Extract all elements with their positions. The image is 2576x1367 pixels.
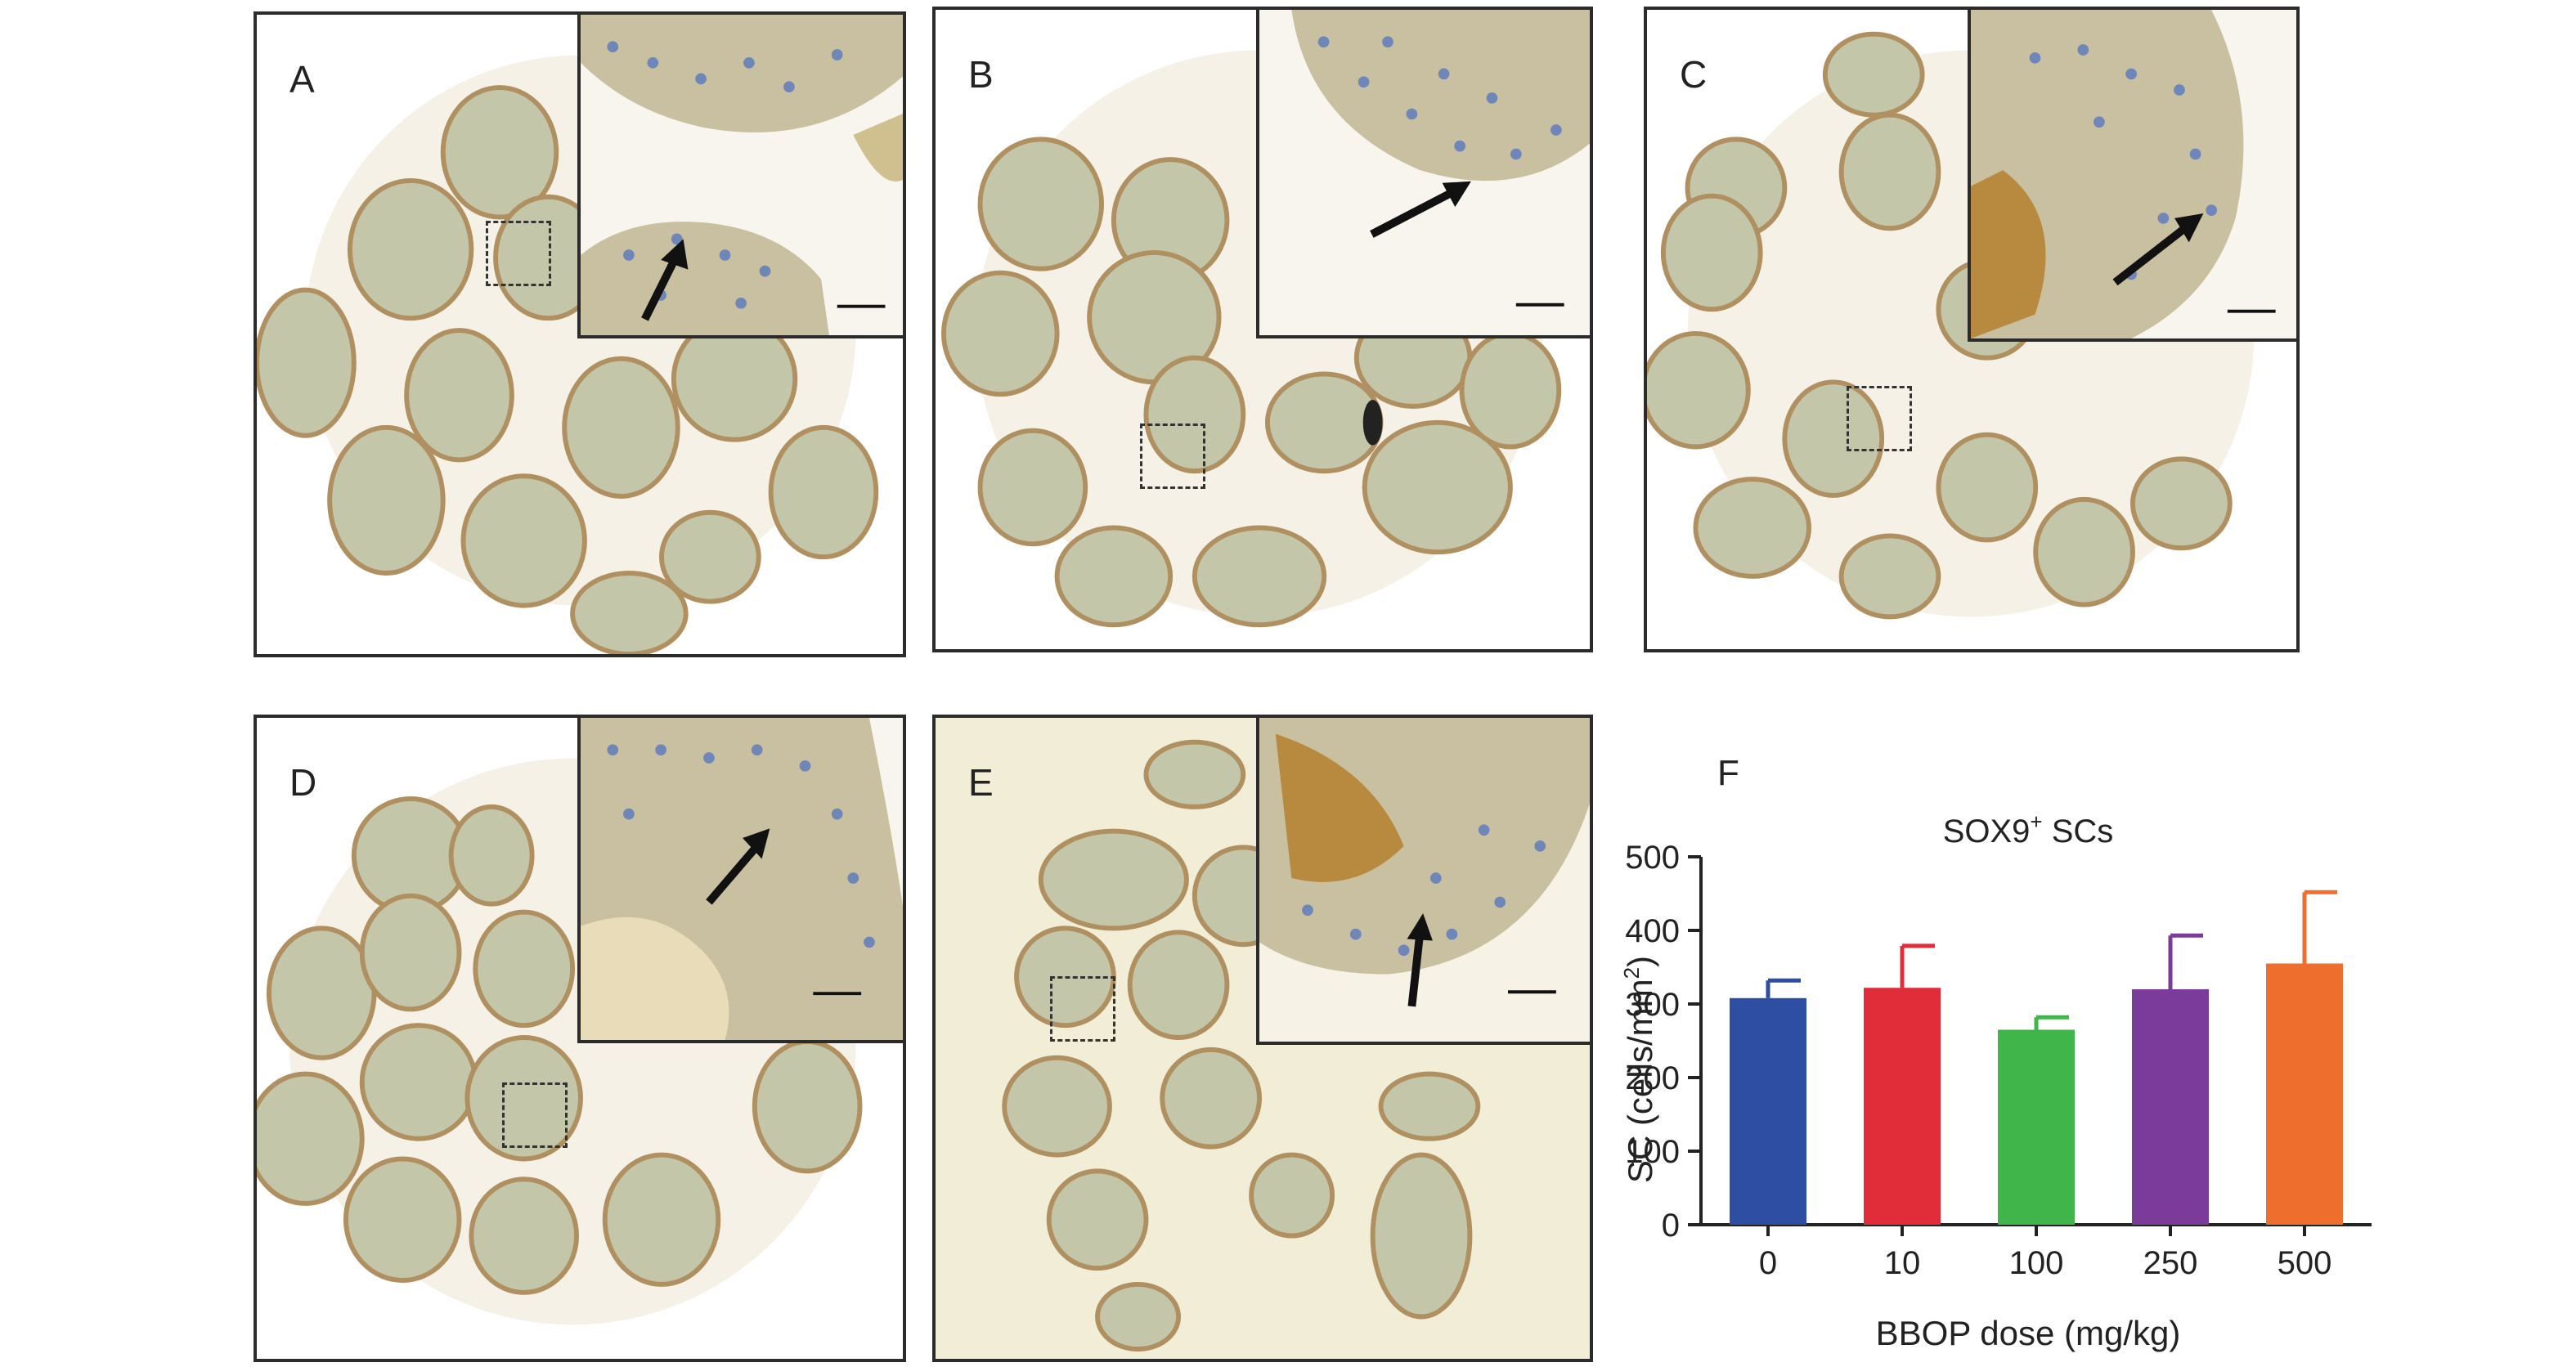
- panel-label-b: B: [968, 53, 994, 96]
- x-ticks: 0 10 100 250 500: [1759, 1225, 2332, 1281]
- panel-d: D: [254, 715, 906, 1362]
- arrow-icon: [641, 239, 689, 321]
- x-axis-label: BBOP dose (mg/kg): [1876, 1314, 2181, 1352]
- x-tick-label: 0: [1759, 1245, 1777, 1281]
- inset-b: [1256, 10, 1590, 338]
- inset-c: [1968, 10, 2296, 342]
- panel-b: B: [932, 7, 1593, 652]
- roi-box-e: [1050, 976, 1115, 1042]
- y-ticks: 0 100 200 300 400 500: [1625, 840, 1701, 1244]
- panel-label-d: D: [289, 761, 317, 804]
- x-tick-label: 10: [1884, 1245, 1921, 1281]
- arrow-icon: [1407, 913, 1433, 1007]
- arrow-icon: [2112, 213, 2204, 286]
- bar: [1864, 988, 1941, 1225]
- tissue-section-d: [257, 758, 863, 1325]
- bar: [1998, 1029, 2075, 1225]
- panel-c: C: [1644, 7, 2300, 652]
- roi-box-c: [1847, 386, 1912, 451]
- arrow-icon: [706, 828, 770, 905]
- x-tick-label: 500: [2278, 1245, 2332, 1281]
- inset-e: [1256, 718, 1590, 1045]
- panel-e: E: [932, 715, 1593, 1362]
- y-tick-label: 400: [1625, 913, 1680, 949]
- y-tick-label: 300: [1625, 987, 1680, 1023]
- x-tick-label: 250: [2143, 1245, 2198, 1281]
- chart-title: SOX9+ SCs: [1943, 809, 2114, 849]
- roi-box-d: [502, 1082, 568, 1148]
- y-tick-label: 200: [1625, 1060, 1680, 1096]
- bar: [1730, 997, 1806, 1225]
- y-tick-label: 0: [1662, 1208, 1680, 1244]
- bars: [1730, 890, 2343, 1225]
- bar-chart-f: F SOX9+ SCs SC (cells/mm2) BBOP dose (mg…: [1619, 753, 2372, 1352]
- panel-a: A: [254, 11, 906, 657]
- y-tick-label: 100: [1625, 1134, 1680, 1170]
- panel-label-e: E: [968, 761, 994, 804]
- x-tick-label: 100: [2009, 1245, 2064, 1281]
- panel-label-f: F: [1717, 753, 1739, 793]
- inset-a: [577, 15, 903, 338]
- y-axis-label: SC (cells/mm2): [1619, 956, 1659, 1183]
- roi-box-a: [486, 221, 551, 286]
- bar: [2266, 963, 2343, 1225]
- y-tick-label: 500: [1625, 840, 1680, 876]
- roi-box-b: [1140, 424, 1205, 489]
- panel-label-a: A: [289, 58, 315, 101]
- inset-d: [577, 718, 903, 1043]
- panel-label-c: C: [1680, 53, 1708, 96]
- bar: [2132, 989, 2209, 1225]
- arrow-icon: [1370, 181, 1471, 238]
